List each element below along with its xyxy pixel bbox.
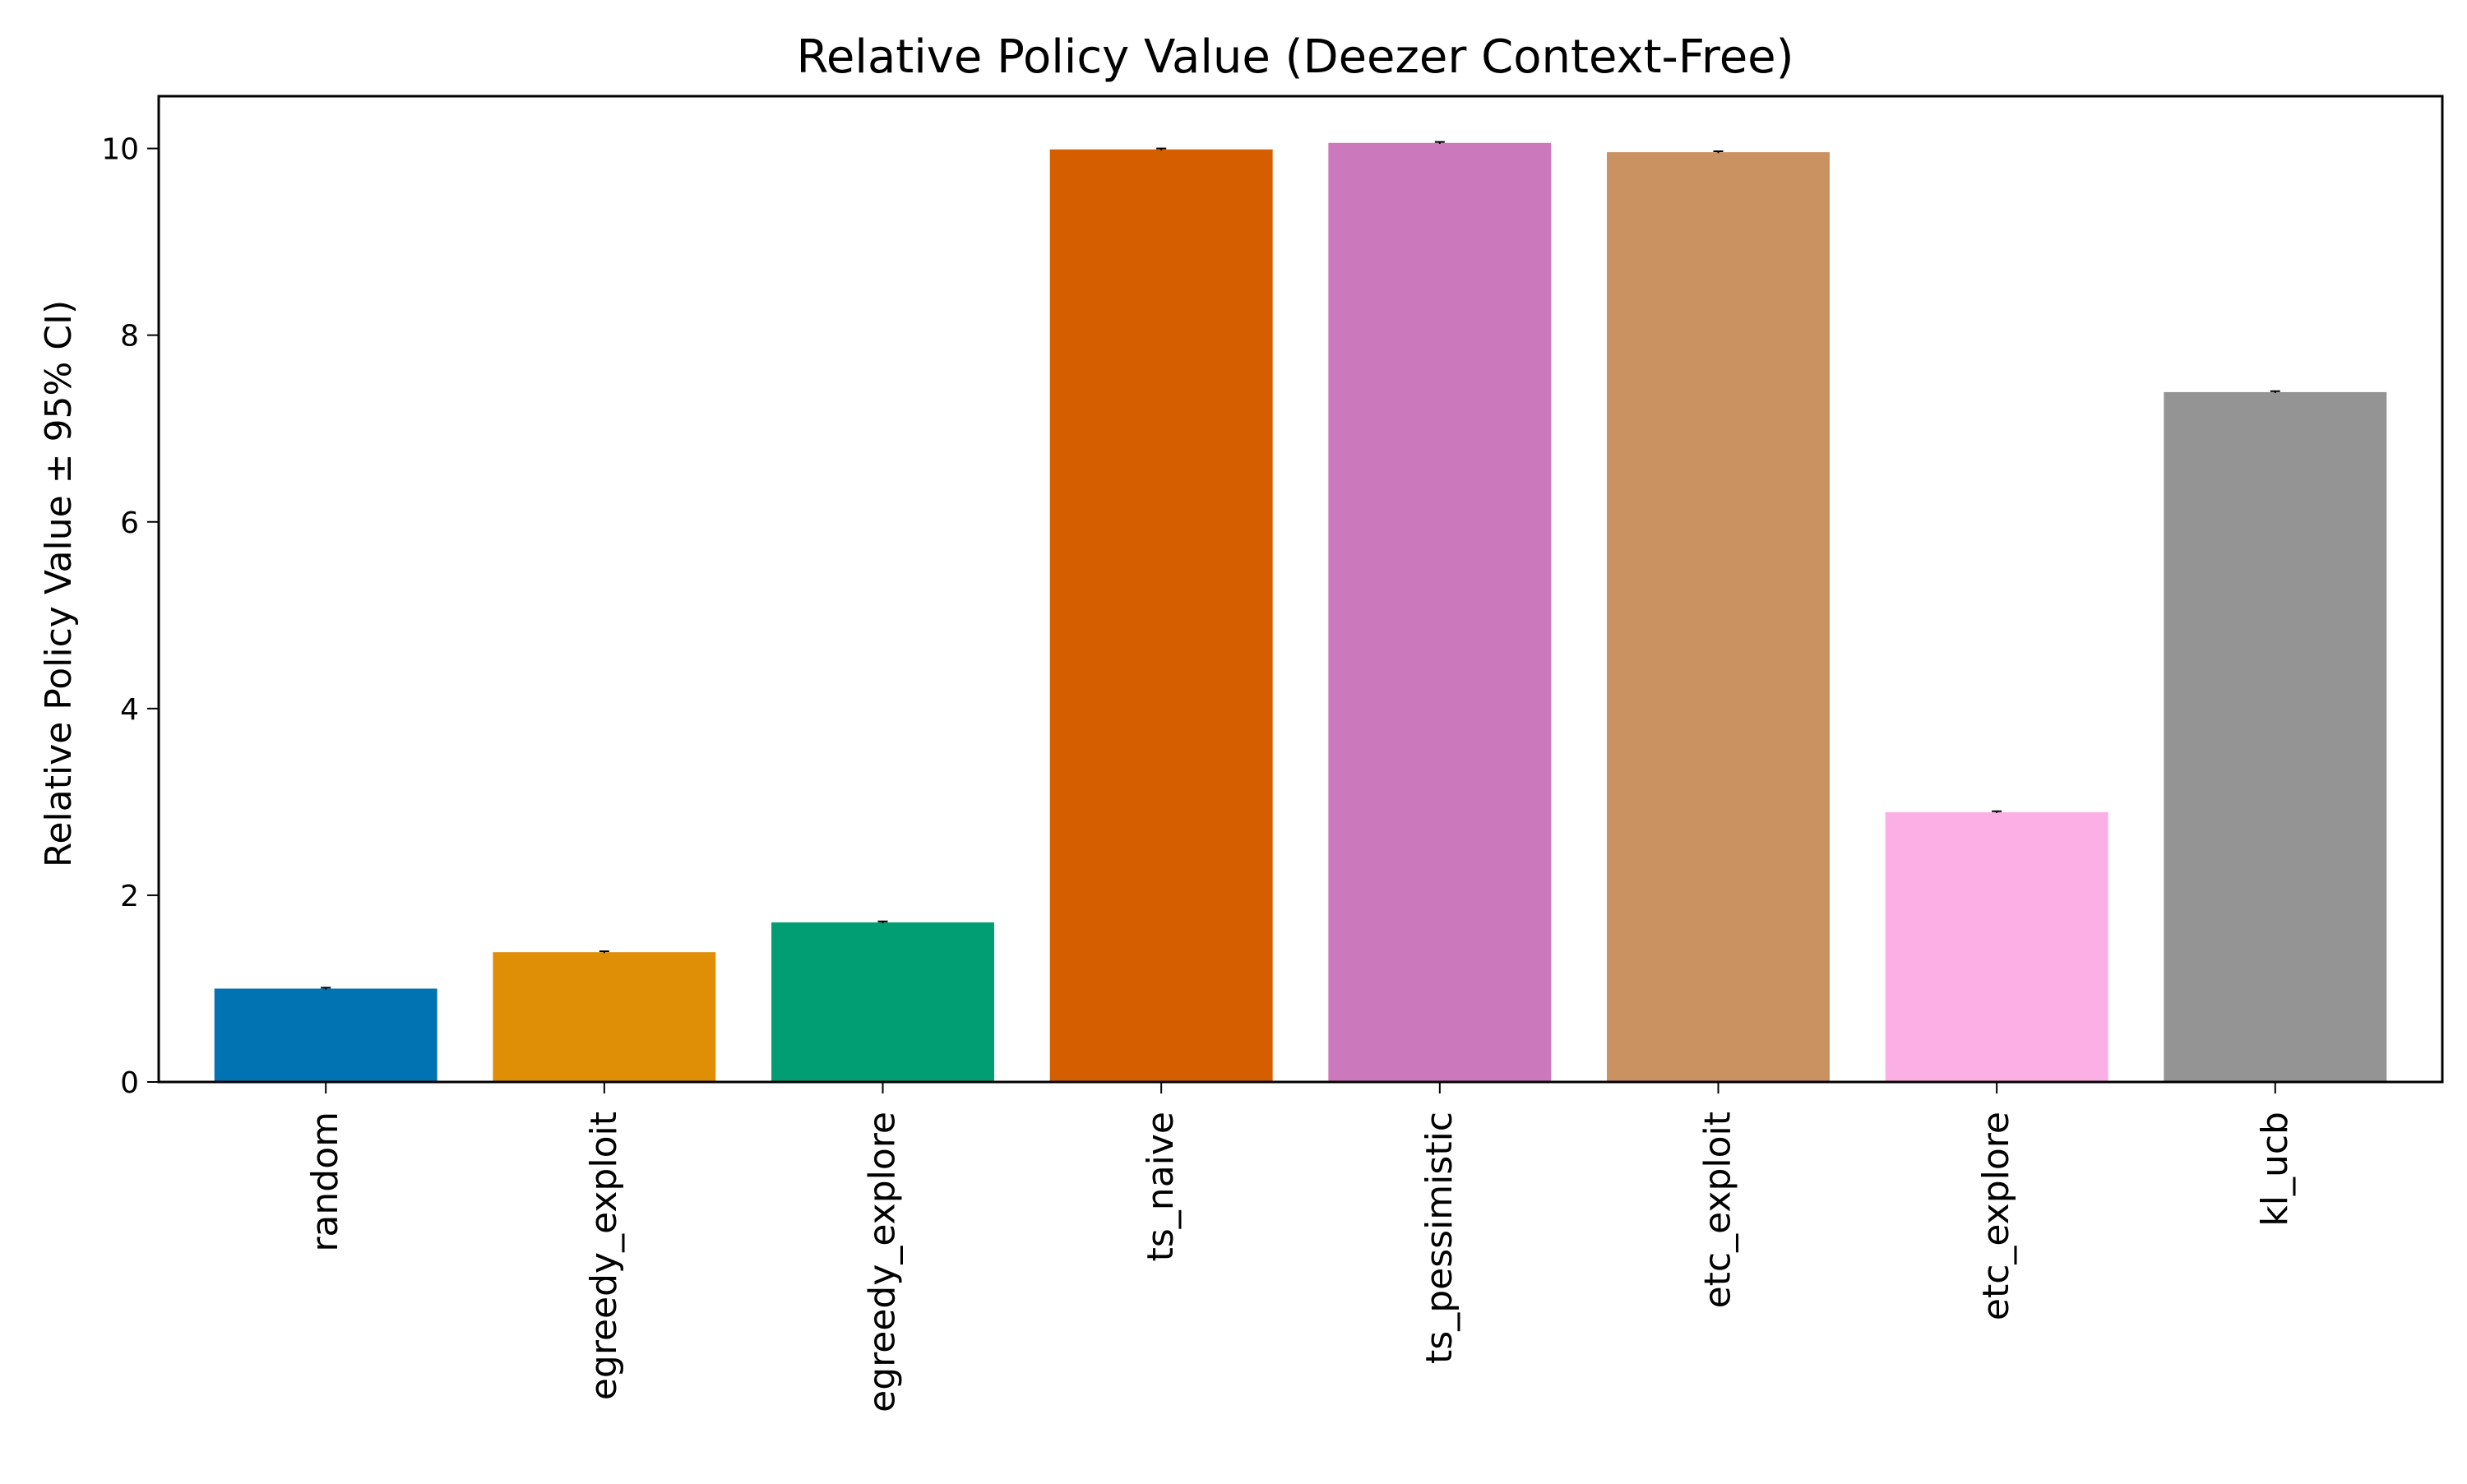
x-tick-label-etc_exploit: etc_exploit (1696, 1112, 1738, 1308)
bar-random (214, 988, 437, 1082)
x-tick-label-etc_explore: etc_explore (1975, 1112, 2017, 1320)
y-axis-label: Relative Policy Value ± 95% CI) (38, 300, 80, 867)
plot-frame (157, 95, 2444, 1084)
bar-etc_exploit (1607, 152, 1830, 1082)
y-tick-label-4: 4 (120, 693, 139, 727)
bar-egreedy_exploit (493, 952, 716, 1082)
chart-title: Relative Policy Value (Deezer Context-Fr… (797, 30, 1794, 84)
y-tick-label-2: 2 (120, 880, 139, 913)
bars-layer (214, 142, 2387, 1082)
bar-kl_ucb (2164, 391, 2387, 1082)
x-axis: random egreedy_exploit egreedy_explore ts_n… (304, 1082, 2296, 1412)
bar-egreedy_explore (771, 922, 994, 1082)
x-tick-label-kl_ucb: kl_ucb (2254, 1112, 2296, 1227)
y-tick-label-8: 8 (120, 320, 139, 354)
x-tick-label-ts_naive: ts_naive (1140, 1112, 1182, 1261)
y-tick-label-10: 10 (101, 133, 139, 167)
y-tick-label-0: 0 (120, 1066, 139, 1100)
bar-ts_pessimistic (1328, 142, 1552, 1082)
y-tick-label-6: 6 (120, 506, 139, 540)
x-tick-label-ts_pessimistic: ts_pessimistic (1419, 1112, 1460, 1364)
error-bars-layer (321, 141, 2280, 990)
x-tick-label-egreedy_exploit: egreedy_exploit (583, 1112, 625, 1400)
bar-etc_explore (1885, 811, 2108, 1082)
x-tick-label-egreedy_explore: egreedy_explore (862, 1112, 904, 1412)
y-axis: 0 2 4 6 8 10 (101, 133, 159, 1100)
x-tick-label-random: random (304, 1112, 346, 1252)
bar-ts_naive (1049, 149, 1273, 1082)
